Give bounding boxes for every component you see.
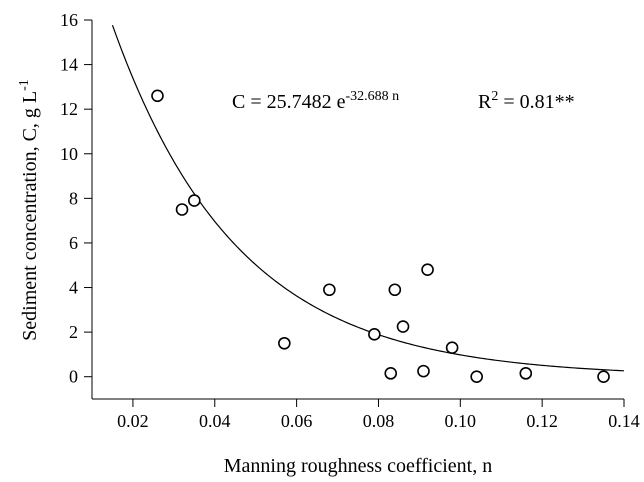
data-point xyxy=(445,341,459,355)
data-point xyxy=(388,283,402,297)
x-ticks: 0.02 0.04 0.06 0.08 0.10 0.12 0.14 xyxy=(117,399,640,431)
x-tick-label: 0.14 xyxy=(608,411,640,431)
y-axis-label-main: Sediment concentration, C, g L xyxy=(19,91,41,341)
y-ticks: 0 2 4 6 8 10 12 14 16 xyxy=(60,10,92,387)
data-point xyxy=(417,364,430,378)
equation-exponent: -32.688 n xyxy=(346,89,400,104)
data-point xyxy=(188,194,201,207)
x-axis-label: Manning roughness coefficient, n xyxy=(224,455,492,477)
x-tick-label: 0.02 xyxy=(117,411,149,431)
x-tick-label: 0.12 xyxy=(526,411,558,431)
y-tick-label: 16 xyxy=(60,10,78,30)
data-point xyxy=(597,370,610,384)
y-tick-label: 10 xyxy=(60,144,78,164)
x-tick-label: 0.06 xyxy=(281,411,313,431)
data-point xyxy=(278,336,291,350)
y-tick-label: 8 xyxy=(69,188,78,208)
y-tick-label: 12 xyxy=(60,99,78,119)
data-points xyxy=(151,89,610,384)
r-squared-annotation: R2 = 0.81** xyxy=(478,89,575,113)
data-point xyxy=(396,320,410,333)
data-point xyxy=(421,263,434,276)
data-point xyxy=(368,328,381,341)
x-tick-label: 0.08 xyxy=(363,411,395,431)
plot-area: 0.02 0.04 0.06 0.08 0.10 0.12 0.14 0 2 4 6 8 10 12 14… xyxy=(60,10,640,431)
y-tick-label: 2 xyxy=(69,322,78,342)
y-tick-label: 4 xyxy=(69,278,78,298)
data-point xyxy=(151,89,164,103)
equation-annotation: C = 25.7482 e-32.688 n xyxy=(232,89,399,113)
r2-superscript: 2 xyxy=(491,89,498,104)
data-point xyxy=(384,367,398,380)
y-axis-label-sup: -1 xyxy=(17,79,32,91)
x-tick-label: 0.10 xyxy=(445,411,477,431)
data-point xyxy=(175,203,189,216)
x-tick-label: 0.04 xyxy=(199,411,231,431)
y-tick-label: 0 xyxy=(69,367,78,387)
y-tick-label: 6 xyxy=(69,233,78,253)
y-tick-label: 14 xyxy=(60,55,78,75)
r2-suffix: = 0.81** xyxy=(498,91,574,113)
data-point xyxy=(323,283,336,297)
r2-prefix: R xyxy=(478,91,492,113)
data-point xyxy=(470,370,483,384)
equation-lhs: C = 25.7482 e xyxy=(232,91,346,113)
data-point xyxy=(519,367,533,380)
y-axis-label: Sediment concentration, C, g L-1 xyxy=(17,79,41,341)
